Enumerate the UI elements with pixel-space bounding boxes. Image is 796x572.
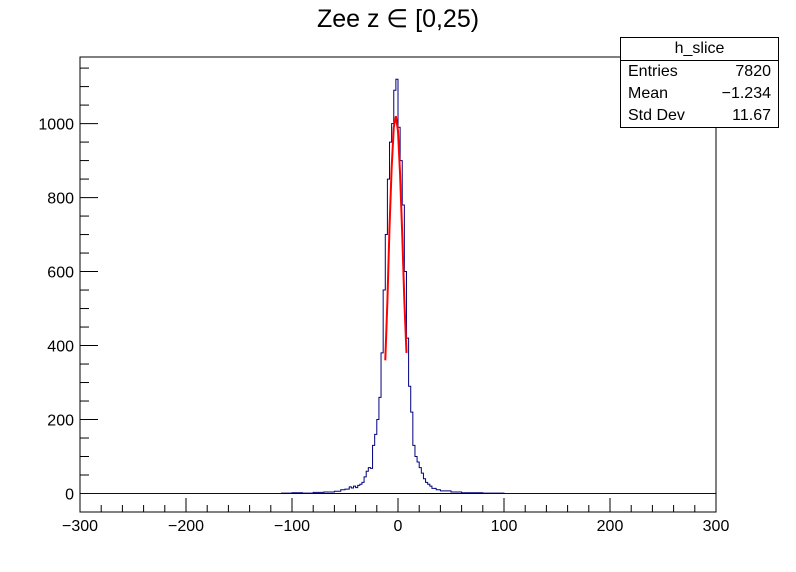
y-tick-label: 800	[47, 191, 74, 208]
series-layer	[80, 78, 716, 495]
x-tick-label: −300	[62, 518, 98, 535]
stats-title: h_slice	[621, 38, 778, 61]
chart-title: Zee z ∈ [0,25)	[316, 5, 480, 33]
stats-label: Mean	[628, 85, 669, 102]
x-tick-label: 0	[394, 518, 403, 535]
y-tick-label: 400	[47, 339, 74, 356]
axis-tick-labels: −300 −200 −100 0 100 200 300 0 200 400 600 800 1000	[38, 117, 729, 535]
stats-value: 7820	[735, 63, 771, 80]
y-tick-label: 200	[47, 413, 74, 430]
x-tick-label: 300	[703, 518, 730, 535]
stats-label: Entries	[628, 63, 678, 80]
plot-frame	[79, 56, 717, 513]
stats-row-mean: Mean −1.234	[621, 83, 778, 105]
stats-row-stddev: Std Dev 11.67	[621, 105, 778, 127]
histogram-series	[80, 78, 716, 495]
y-tick-label: 1000	[38, 117, 74, 134]
x-tick-label: 200	[597, 518, 624, 535]
stats-value: 11.67	[732, 107, 771, 124]
stats-value: −1.234	[721, 85, 771, 102]
stats-label: Std Dev	[628, 107, 685, 124]
x-tick-label: −200	[168, 518, 204, 535]
x-tick-label: −100	[274, 518, 310, 535]
x-tick-label: 100	[491, 518, 518, 535]
stats-row-entries: Entries 7820	[621, 61, 778, 83]
y-tick-label: 0	[65, 487, 74, 504]
fit-curve	[384, 115, 408, 361]
y-tick-label: 600	[47, 265, 74, 282]
stats-box: h_slice Entries 7820 Mean −1.234 Std Dev…	[620, 37, 779, 128]
